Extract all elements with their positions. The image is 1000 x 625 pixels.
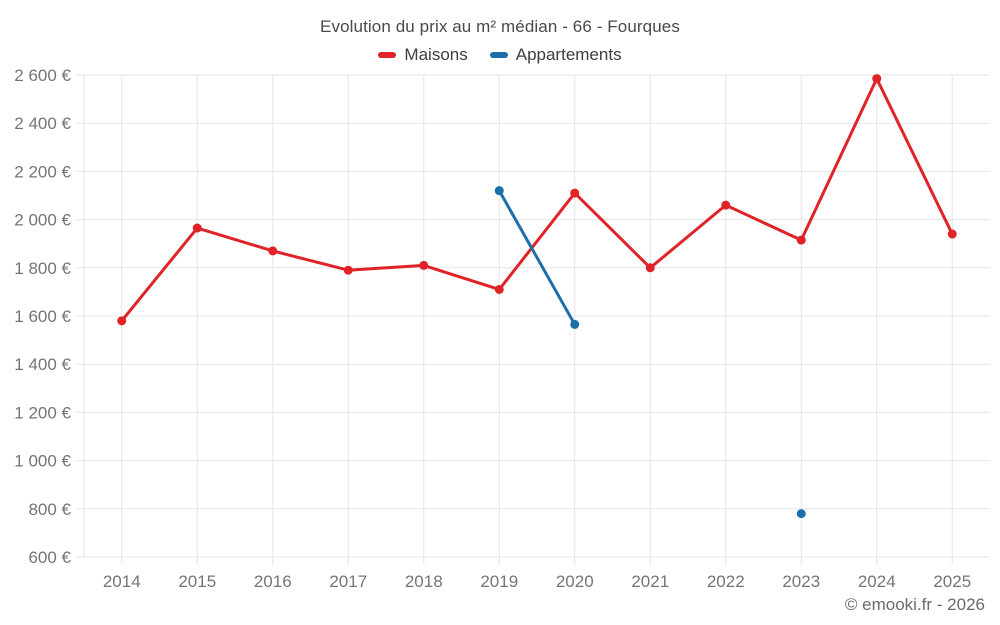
x-axis-label: 2022 — [707, 572, 745, 591]
data-point-maisons-2015[interactable] — [192, 223, 202, 233]
legend-item-appartements[interactable]: Appartements — [489, 45, 622, 65]
data-point-maisons-2020[interactable] — [570, 188, 580, 198]
x-axis-label: 2018 — [405, 572, 443, 591]
data-point-maisons-2018[interactable] — [419, 260, 429, 270]
data-point-maisons-2021[interactable] — [645, 263, 655, 273]
x-axis-label: 2016 — [254, 572, 292, 591]
legend-item-maisons[interactable]: Maisons — [378, 45, 468, 65]
x-axis-label: 2017 — [329, 572, 367, 591]
x-axis-label: 2021 — [631, 572, 669, 591]
footer-credit: © emooki.fr - 2026 — [844, 595, 985, 614]
x-axis-label: 2024 — [858, 572, 896, 591]
data-point-maisons-2014[interactable] — [117, 316, 127, 326]
legend-label-maisons: Maisons — [404, 45, 468, 64]
data-point-appartements-2023[interactable] — [796, 509, 806, 519]
chart-title: Evolution du prix au m² médian - 66 - Fo… — [320, 17, 680, 36]
y-axis-label: 1 000 € — [14, 452, 71, 471]
data-point-maisons-2022[interactable] — [721, 200, 731, 210]
data-point-appartements-2019[interactable] — [494, 186, 504, 196]
x-axis-label: 2015 — [178, 572, 216, 591]
data-point-maisons-2016[interactable] — [268, 246, 278, 256]
y-axis-label: 2 400 € — [14, 114, 71, 133]
y-axis-label: 2 600 € — [14, 66, 71, 85]
series-line-maisons — [120, 77, 954, 323]
y-axis-label: 800 € — [28, 500, 71, 519]
x-axis-label: 2019 — [480, 572, 518, 591]
appartements-series-swatch-icon — [489, 52, 508, 58]
x-axis-label: 2020 — [556, 572, 594, 591]
y-axis-label: 1 200 € — [14, 403, 71, 422]
data-point-appartements-2020[interactable] — [570, 319, 580, 329]
data-point-maisons-2017[interactable] — [343, 265, 353, 275]
y-axis-label: 1 800 € — [14, 259, 71, 278]
x-axis-label: 2023 — [782, 572, 820, 591]
y-axis-label: 2 000 € — [14, 211, 71, 230]
data-point-maisons-2023[interactable] — [796, 235, 806, 245]
y-axis-label: 600 € — [28, 548, 71, 567]
data-point-maisons-2025[interactable] — [947, 229, 957, 239]
y-axis-label: 1 400 € — [14, 355, 71, 374]
data-point-maisons-2019[interactable] — [494, 284, 504, 294]
y-axis-label: 1 600 € — [14, 307, 71, 326]
y-axis-label: 2 200 € — [14, 162, 71, 181]
maisons-series-swatch-icon — [378, 52, 397, 58]
x-axis-label: 2014 — [103, 572, 141, 591]
data-point-maisons-2024[interactable] — [872, 74, 882, 84]
legend-label-appartements: Appartements — [515, 45, 622, 64]
chart-legend: Maisons Appartements — [0, 45, 1000, 65]
series-line-appartements — [497, 189, 577, 326]
x-axis-label: 2025 — [933, 572, 971, 591]
